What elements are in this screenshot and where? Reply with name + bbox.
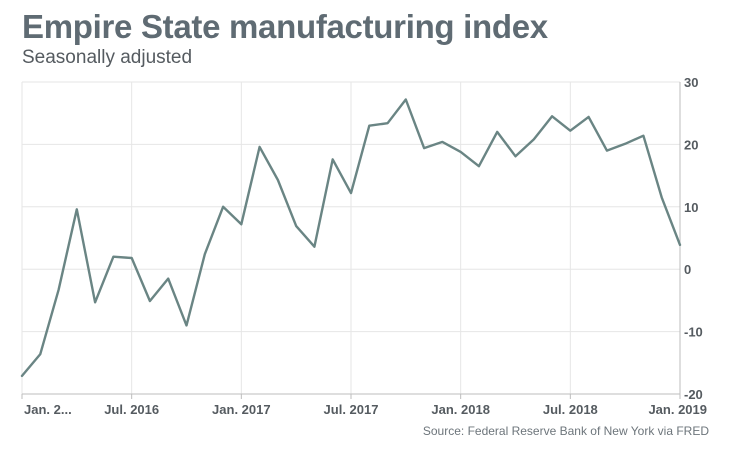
y-tick-label: -20 — [684, 387, 703, 402]
y-tick-label: 20 — [684, 137, 698, 152]
axes — [21, 82, 681, 399]
chart-subtitle: Seasonally adjusted — [22, 47, 193, 68]
x-tick-label: Jan. 2019 — [648, 402, 707, 417]
y-tick-label: -10 — [684, 325, 703, 340]
series-layer — [20, 98, 682, 378]
y-tick-label: 30 — [684, 75, 698, 90]
x-axis-ticks: Jan. 2... Jul. 2016 Jan. 2017 Jul. 2017 Jan.… — [24, 402, 707, 417]
source-note: Source: Federal Reserve Bank of New York… — [422, 424, 709, 438]
gridlines — [21, 81, 681, 394]
x-tick-label: Jan. 2... — [24, 402, 72, 417]
x-tick-label: Jan. 2018 — [431, 402, 490, 417]
y-tick-label: 0 — [684, 262, 691, 277]
chart-title: Empire State manufacturing index — [22, 8, 548, 45]
x-tick-label: Jul. 2016 — [104, 402, 159, 417]
x-tick-label: Jul. 2017 — [324, 402, 379, 417]
y-tick-label: 10 — [684, 200, 698, 215]
x-tick-label: Jan. 2017 — [212, 402, 271, 417]
x-tick-label: Jul. 2018 — [543, 402, 598, 417]
y-axis-ticks: 30 20 10 0 -10 -20 — [684, 75, 703, 402]
series-line — [20, 98, 682, 378]
